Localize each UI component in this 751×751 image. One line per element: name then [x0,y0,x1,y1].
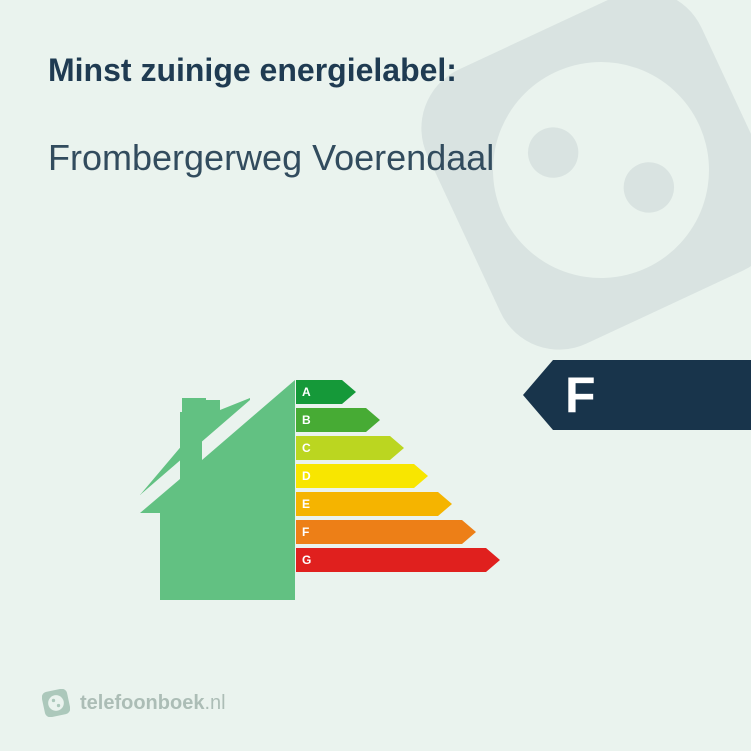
bar-body: F [296,520,462,544]
bar-body: G [296,548,486,572]
bar-body: B [296,408,366,432]
brand-text: telefoonboek.nl [80,692,226,715]
bar-label: C [302,441,311,455]
rating-label: F [553,360,751,430]
bar-arrow [366,408,380,432]
bar-body: A [296,380,342,404]
brand-name: telefoonboek [80,692,204,714]
bar-label: B [302,413,311,427]
rating-badge: F [523,360,751,430]
rating-arrow [523,360,553,430]
energy-label-diagram: ABCDEFG F [0,350,751,650]
bar-arrow [414,464,428,488]
house-icon [140,380,295,600]
bar-arrow [462,520,476,544]
footer-brand: telefoonboek.nl [42,689,226,717]
bar-label: A [302,385,311,399]
brand-tld: .nl [204,692,225,714]
page-subtitle: Frombergerweg Voerendaal [48,137,703,179]
bar-body: E [296,492,438,516]
bar-label: E [302,497,310,511]
bar-body: D [296,464,414,488]
page-title: Minst zuinige energielabel: [48,52,703,89]
bar-arrow [390,436,404,460]
bar-arrow [486,548,500,572]
brand-icon [42,689,70,717]
bar-label: F [302,525,309,539]
bar-arrow [342,380,356,404]
bar-label: G [302,553,311,567]
bar-arrow [438,492,452,516]
bar-body: C [296,436,390,460]
bar-label: D [302,469,311,483]
